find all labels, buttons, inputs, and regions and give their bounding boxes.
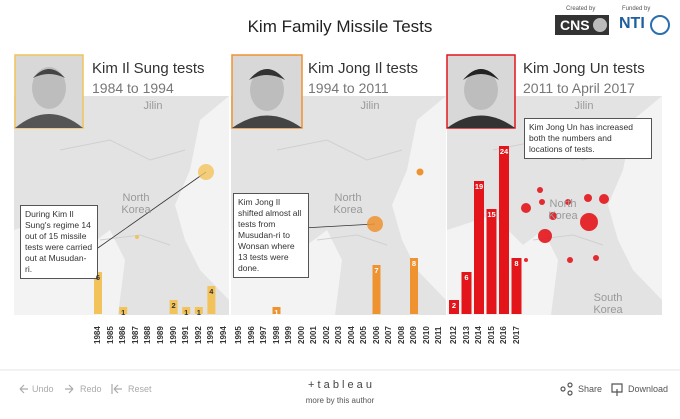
credit-label: Funded by — [622, 6, 651, 12]
x-tick-label: 2015 — [486, 326, 496, 344]
tableau-logo[interactable]: + t a b l e a u — [308, 379, 372, 391]
bar — [486, 209, 497, 314]
bar — [94, 272, 102, 314]
bar — [461, 272, 472, 314]
bar — [194, 307, 203, 314]
bar — [474, 181, 484, 314]
x-tick-label: 1991 — [181, 326, 191, 344]
value-label: 7 — [374, 266, 379, 275]
value-label: 2 — [451, 301, 457, 310]
x-tick-label: 2008 — [396, 326, 406, 344]
x-tick-label: 1994 — [219, 326, 228, 344]
panel-title: Kim Jong Un tests — [523, 60, 645, 77]
map-label: North Korea — [333, 192, 363, 216]
x-tick-label: 2001 — [309, 326, 318, 344]
bar — [182, 307, 191, 314]
x-tick-label: 2000 — [296, 326, 306, 344]
map-markers — [94, 164, 609, 263]
dashboard-title: Kim Family Missile Tests — [247, 17, 433, 36]
value-label: 2 — [171, 301, 176, 310]
bar — [372, 265, 381, 314]
x-tick-label: 2002 — [321, 326, 331, 344]
x-tick-label: 2006 — [371, 326, 381, 344]
x-tick-label: 1992 — [193, 326, 203, 344]
value-label: 1 — [274, 308, 279, 317]
download-button[interactable]: Download — [628, 384, 669, 394]
x-tick-label: 2017 — [511, 326, 521, 344]
x-tick-label: 1989 — [156, 326, 165, 344]
bar — [207, 286, 216, 314]
x-tick-label: 1987 — [130, 326, 140, 344]
value-label: 15 — [487, 210, 496, 219]
x-tick-label: 2014 — [474, 326, 483, 344]
value-label: 8 — [411, 259, 417, 268]
x-tick-label: 1993 — [206, 326, 216, 344]
panel-title: Kim Jong Il tests — [308, 60, 419, 77]
x-tick-label: 1995 — [234, 326, 243, 344]
annotation: During Kim Il Sung's regime 14 out of 15… — [20, 205, 98, 279]
share-button[interactable]: Share — [578, 384, 603, 394]
toolbar-icons — [19, 382, 623, 396]
value-label: 1 — [121, 308, 126, 317]
x-tick-label: 2012 — [449, 326, 458, 344]
panel-title: Kim Il Sung tests — [92, 60, 205, 77]
x-tick-label: 2005 — [359, 326, 368, 344]
value-label: 19 — [474, 182, 484, 191]
value-label: 1 — [184, 308, 189, 317]
x-tick-label: 1988 — [143, 326, 153, 344]
bar — [169, 300, 178, 314]
value-label: 8 — [514, 259, 519, 268]
more-by-author[interactable]: more by this author — [305, 396, 375, 405]
x-tick-label: 1996 — [246, 326, 256, 344]
map-label: North Korea — [548, 198, 578, 222]
portraits — [14, 54, 516, 129]
annotation: Kim Jong Il shifted almost all tests fro… — [233, 193, 309, 278]
x-tick-label: 2016 — [499, 326, 508, 344]
logos — [555, 15, 670, 35]
credit-logo: NTI — [619, 15, 645, 32]
x-tick-label: 2003 — [334, 326, 343, 344]
x-tick-label: 1985 — [105, 326, 115, 344]
credit-label: Created by — [566, 6, 596, 12]
undo-button[interactable]: Undo — [32, 384, 54, 394]
value-label: 24 — [499, 147, 509, 156]
x-tick-label: 2007 — [384, 326, 393, 344]
x-tick-label: 1997 — [259, 326, 268, 344]
map-label: Jilin — [574, 100, 594, 112]
panel-subtitle: 2011 to April 2017 — [523, 80, 635, 96]
bar — [272, 307, 281, 314]
x-tick-label: 1984 — [93, 326, 102, 344]
map-label: Jilin — [143, 100, 163, 112]
x-tick-label: 1999 — [284, 326, 293, 344]
maps — [14, 96, 662, 315]
map-label: South Korea — [593, 292, 623, 316]
x-tick-label: 2010 — [421, 326, 431, 344]
reset-button[interactable]: Reset — [128, 384, 152, 394]
redo-button[interactable]: Redo — [80, 384, 102, 394]
x-tick-label: 2011 — [434, 326, 443, 344]
x-tick-label: 1986 — [118, 326, 128, 344]
value-label: 6 — [464, 273, 469, 282]
bar — [410, 258, 418, 314]
x-tick-label: 2013 — [461, 326, 471, 344]
value-label: 4 — [209, 287, 214, 296]
bar — [119, 307, 128, 314]
panel-subtitle: 1984 to 1994 — [92, 80, 174, 96]
value-label: 1 — [196, 308, 201, 317]
credit-logo: CNS — [560, 17, 590, 33]
bar — [449, 300, 459, 314]
panel-subtitle: 1994 to 2011 — [308, 80, 389, 96]
x-tick-label: 1998 — [271, 326, 281, 344]
annotation: Kim Jong Un has increased both the numbe… — [524, 118, 652, 159]
map-label: Jilin — [360, 100, 380, 112]
bar — [511, 258, 522, 314]
bar — [499, 146, 509, 314]
x-tick-label: 2004 — [346, 326, 356, 344]
x-tick-label: 1990 — [168, 326, 178, 344]
x-tick-label: 2009 — [409, 326, 418, 344]
value-label: 6 — [95, 273, 101, 282]
map-label: North Korea — [121, 192, 151, 216]
